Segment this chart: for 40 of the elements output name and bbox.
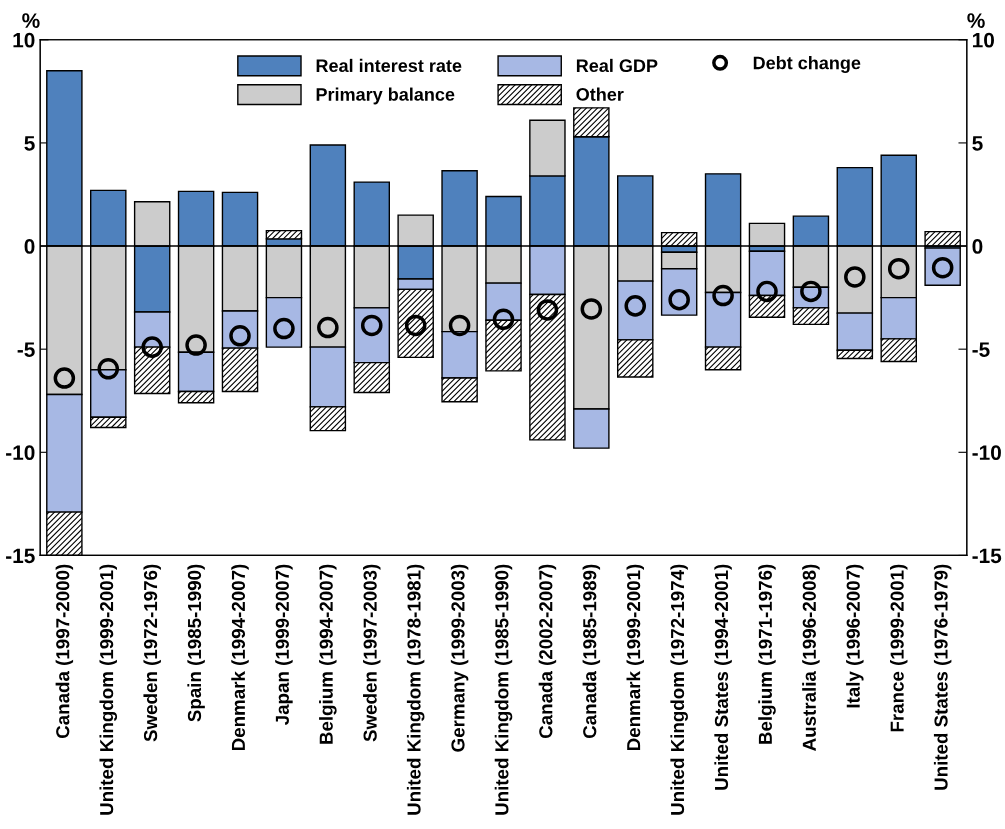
y2-axis-title: % xyxy=(967,13,985,28)
y2-tick-label: -15 xyxy=(972,548,1002,564)
y-tick-label: 10 xyxy=(13,32,35,48)
y-tick-label: 0 xyxy=(24,239,35,254)
y2-tick-label: 0 xyxy=(972,239,983,254)
y2-tick-label: -10 xyxy=(972,445,1001,461)
x-tick-label: United Kingdom (1978-1981) xyxy=(406,564,425,815)
x-tick-label: Canada (1997-2000) xyxy=(55,564,74,739)
y2-tick-label: -5 xyxy=(972,342,990,357)
x-tick-label: Canada (1985-1989) xyxy=(582,564,601,739)
x-tick-label: France (1999-2001) xyxy=(890,564,908,732)
x-tick-label: Sweden (1972-1976) xyxy=(143,564,161,742)
x-tick-label: Belgium (1971-1976) xyxy=(758,564,776,744)
legend-label: Primary balance xyxy=(316,87,455,105)
legend-label: Real GDP xyxy=(576,58,658,73)
y-axis-title: % xyxy=(22,13,40,28)
x-tick-label: Canada (2002-2007) xyxy=(538,564,557,739)
x-tick-label: United States (1976-1979) xyxy=(933,564,952,790)
x-tick-label: Denmark (1999-2001) xyxy=(626,564,644,751)
legend-label: Debt change xyxy=(753,56,861,73)
legend-label: Other xyxy=(576,87,624,101)
x-tick-label: Denmark (1994-2007) xyxy=(231,564,249,751)
x-tick-label: Japan (1999-2007) xyxy=(275,564,293,726)
y2-tick-label: 10 xyxy=(972,32,994,48)
x-tick-label: Sweden (1997-2003) xyxy=(363,564,381,742)
x-tick-label: Spain (1985-1990) xyxy=(187,564,205,722)
x-tick-label: United Kingdom (1972-1974) xyxy=(670,564,688,815)
x-tick-label: United Kingdom (1999-2001) xyxy=(99,564,118,815)
x-tick-label: Belgium (1994-2007) xyxy=(319,564,337,744)
y2-tick-label: 5 xyxy=(972,136,983,151)
x-tick-label: Italy (1996-2007) xyxy=(846,564,864,708)
y-tick-label: -5 xyxy=(17,342,35,357)
y-tick-label: 5 xyxy=(24,136,35,151)
x-tick-label: Australia (1996-2008) xyxy=(802,564,820,751)
legend-label: Real interest rate xyxy=(316,58,462,73)
x-tick-label: United Kingdom (1985-1990) xyxy=(494,564,513,815)
x-tick-label: Germany (1999-2003) xyxy=(450,564,469,752)
y-tick-label: -10 xyxy=(6,445,35,461)
y-tick-label: -15 xyxy=(6,548,35,564)
x-tick-label: United States (1994-2001) xyxy=(714,564,732,790)
